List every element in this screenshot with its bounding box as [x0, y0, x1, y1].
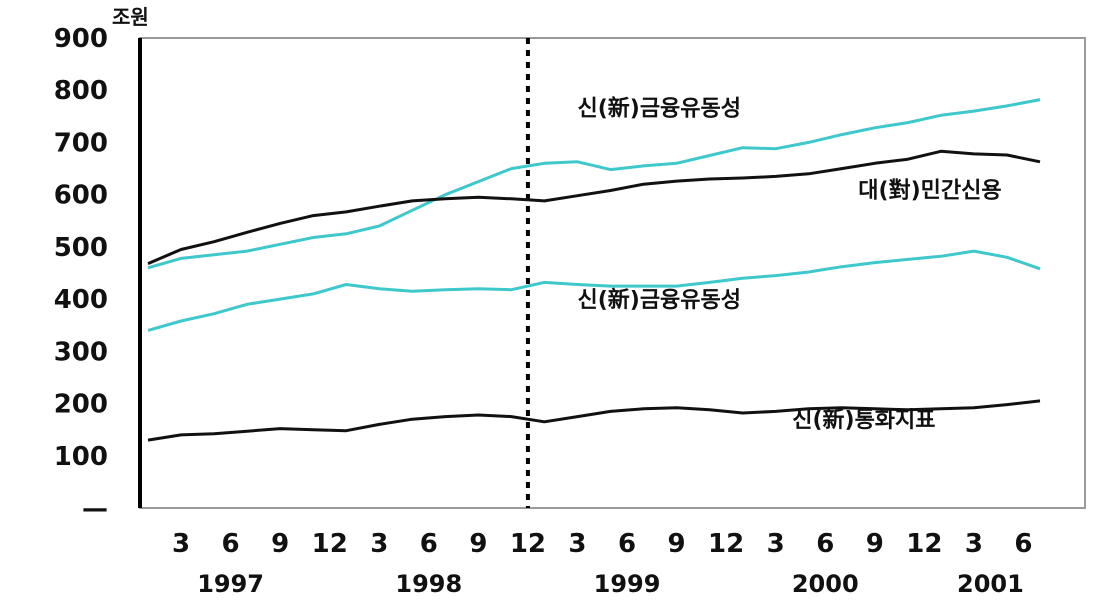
- series-line-2: [147, 149, 1041, 265]
- series-label-2: 대(對)민간신용: [858, 178, 1001, 203]
- y-tick-label: 900: [54, 24, 108, 54]
- y-tick-label: 200: [54, 390, 108, 420]
- series-label-1: 신(新)금융유동성: [577, 95, 741, 121]
- series-label-3: 신(新)금융유동성: [577, 287, 741, 313]
- y-tick-label: 600: [54, 181, 108, 211]
- x-tick-label: 6: [222, 529, 240, 559]
- x-tick-label: 9: [469, 529, 487, 559]
- x-year-label: 1998: [395, 570, 462, 598]
- y-tick-label: —: [82, 494, 108, 524]
- x-tick-label: 3: [370, 529, 388, 559]
- y-tick-label: 300: [54, 337, 108, 367]
- x-year-label: 2000: [792, 570, 859, 598]
- y-tick-label: 100: [54, 442, 108, 472]
- x-tick-label: 9: [866, 529, 884, 559]
- x-tick-label: 6: [420, 529, 438, 559]
- x-tick-label: 6: [618, 529, 636, 559]
- x-tick-label: 3: [965, 529, 983, 559]
- series-line-1: [147, 98, 1041, 270]
- y-unit-label: 조원: [112, 5, 149, 29]
- x-tick-label: 3: [767, 529, 785, 559]
- x-year-label: 2001: [957, 570, 1024, 598]
- x-tick-label: 3: [568, 529, 586, 559]
- x-tick-label: 12: [510, 529, 546, 559]
- x-tick-label: 9: [668, 529, 686, 559]
- y-tick-label: 700: [54, 128, 108, 158]
- x-tick-label: 3: [172, 529, 190, 559]
- series-line-3: [147, 249, 1041, 332]
- series-line-4: [147, 399, 1041, 442]
- y-tick-label: 800: [54, 76, 108, 106]
- x-tick-label: 12: [906, 529, 942, 559]
- x-tick-label: 6: [1014, 529, 1032, 559]
- x-tick-label: 9: [271, 529, 289, 559]
- x-tick-label: 12: [312, 529, 348, 559]
- series-label-4: 신(新)통화지표: [792, 407, 935, 433]
- x-tick-label: 12: [708, 529, 744, 559]
- x-year-label: 1999: [594, 570, 661, 598]
- y-tick-label: 500: [54, 233, 108, 263]
- y-tick-label: 400: [54, 285, 108, 315]
- x-year-label: 1997: [197, 570, 264, 598]
- x-tick-label: 6: [816, 529, 834, 559]
